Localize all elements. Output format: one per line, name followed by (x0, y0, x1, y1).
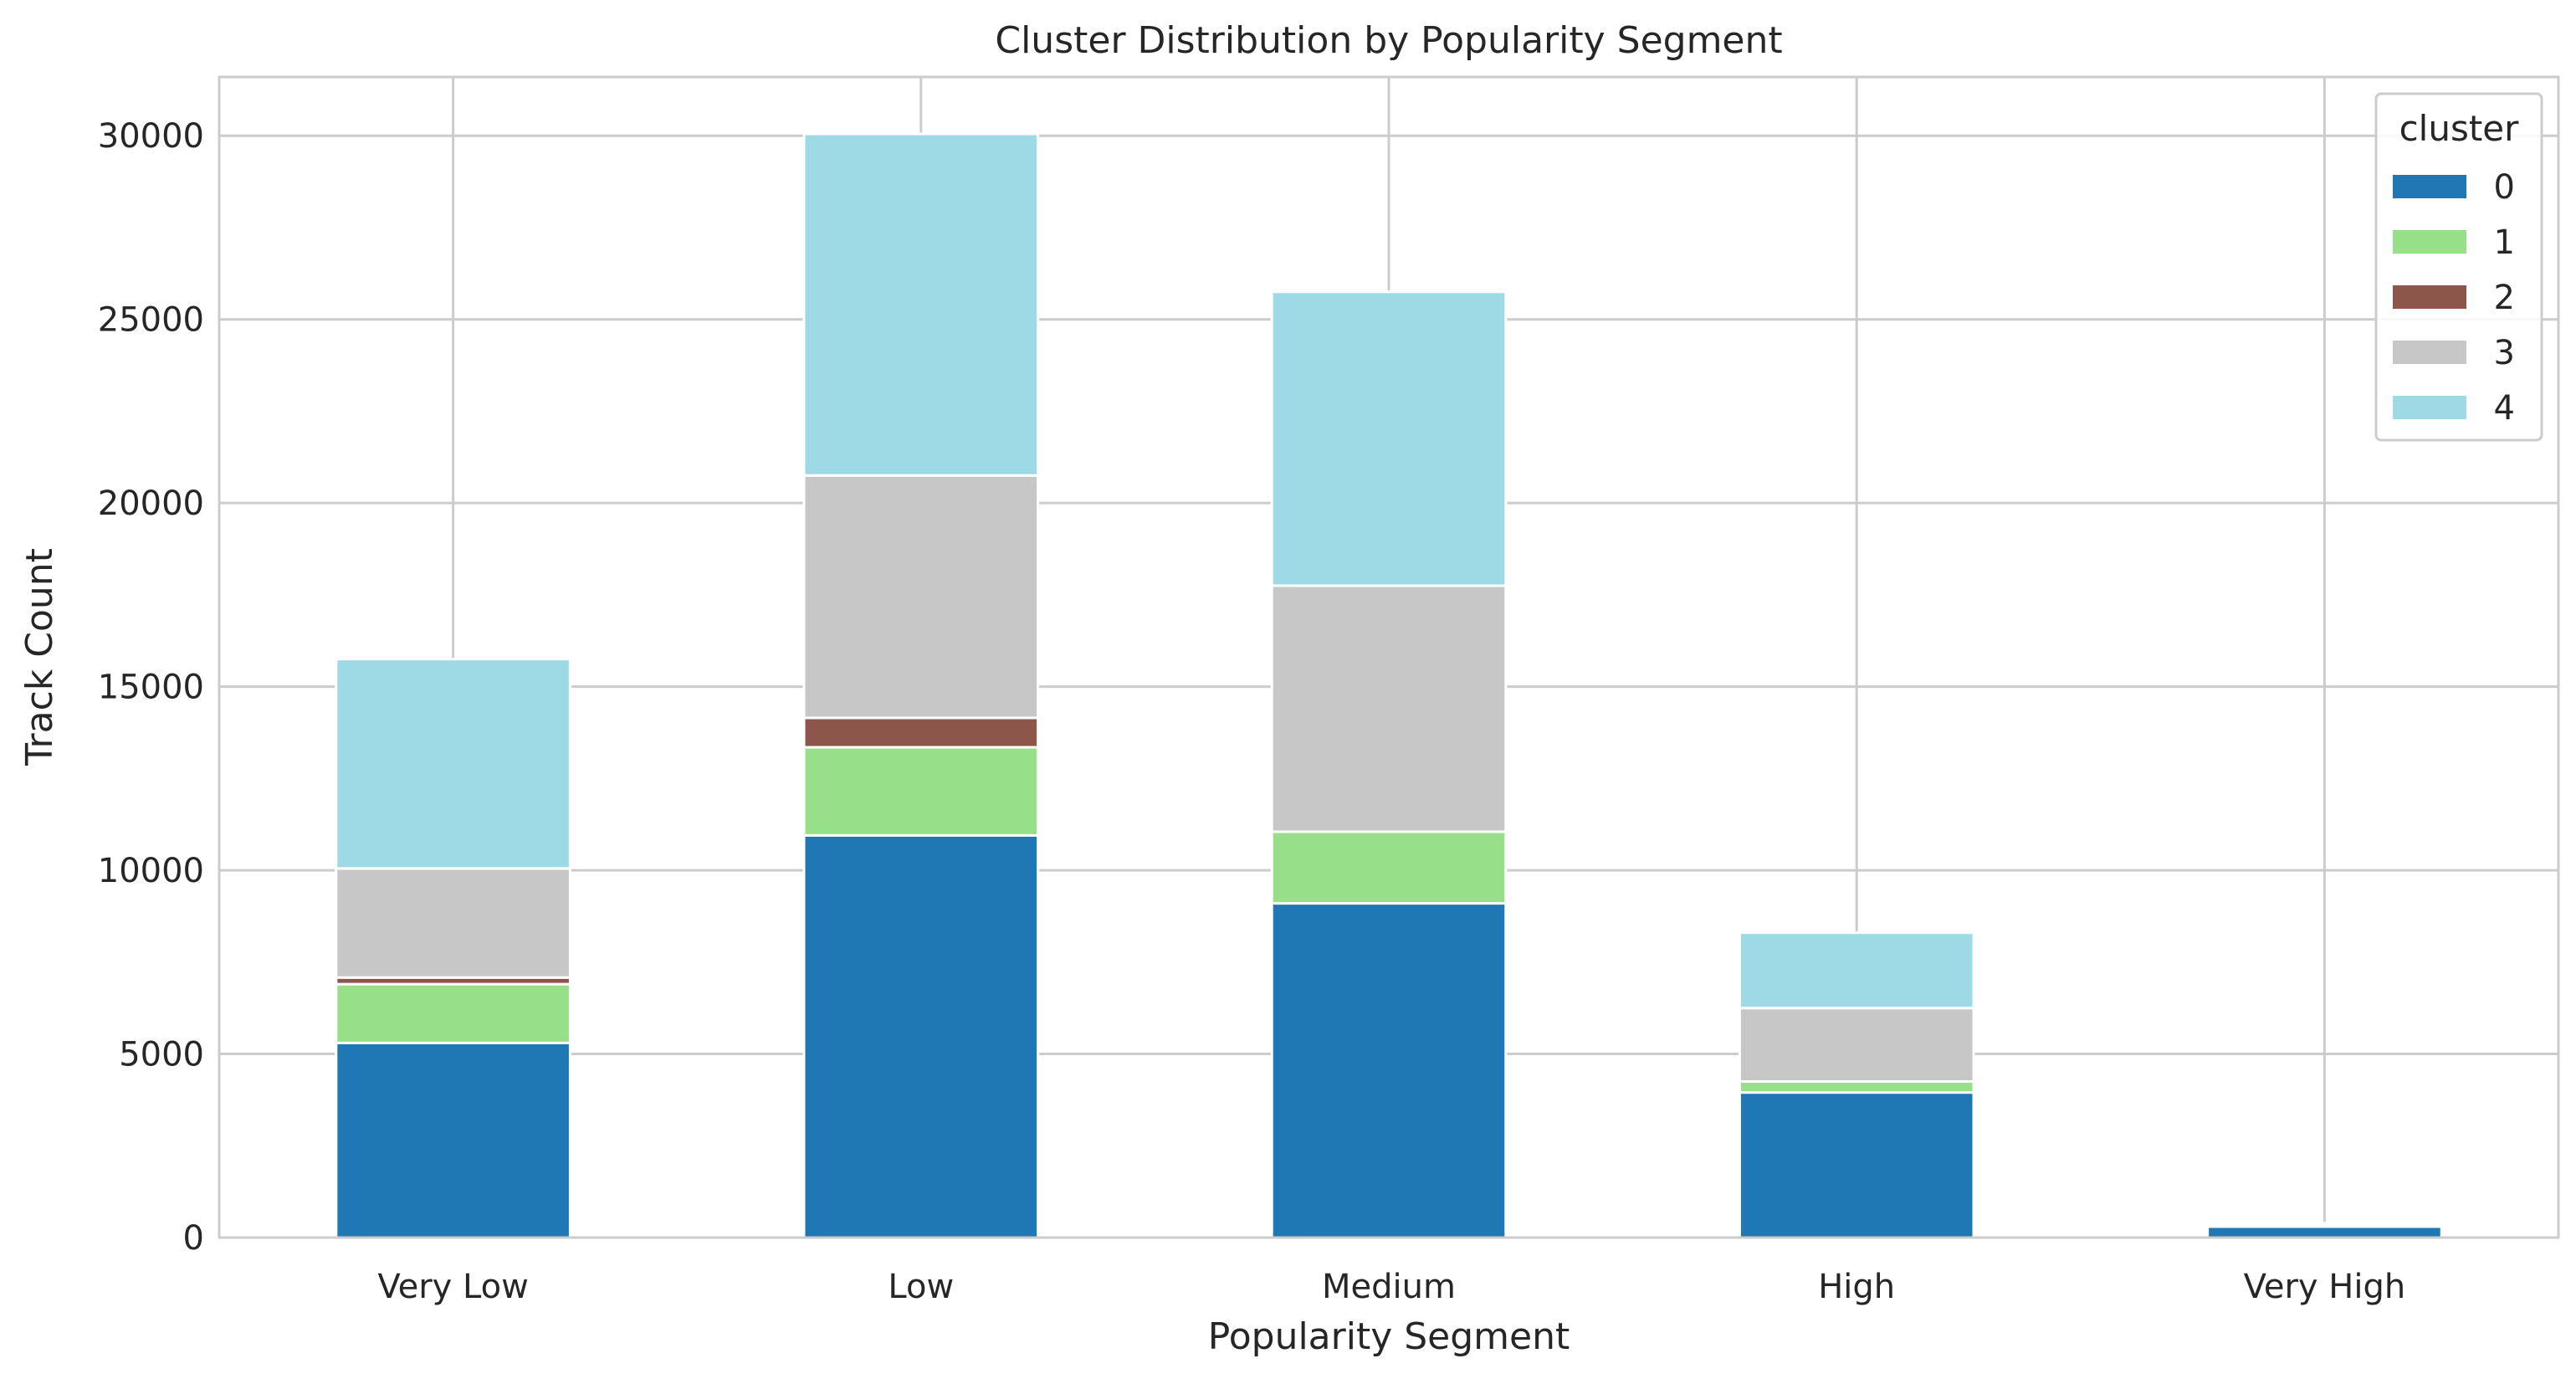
y-tick-label: 25000 (98, 301, 204, 340)
legend-swatch (2393, 175, 2466, 198)
legend-entry-label: 1 (2494, 223, 2515, 262)
chart-title: Cluster Distribution by Popularity Segme… (995, 19, 1782, 62)
y-tick-label: 30000 (98, 117, 204, 156)
legend-entry-label: 4 (2494, 389, 2515, 428)
legend-entry-label: 2 (2494, 279, 2515, 317)
bar-segment (335, 658, 571, 870)
y-tick-label: 15000 (98, 669, 204, 707)
bars (335, 132, 2443, 1239)
bar-segment (1738, 1079, 1975, 1094)
legend-entry-label: 3 (2494, 334, 2515, 372)
y-tick-label: 5000 (119, 1036, 204, 1074)
bar-segment (335, 982, 571, 1044)
bar-segment (1738, 931, 1975, 1010)
x-axis-ticks: Very Low Low Medium High Very High (377, 1268, 2405, 1306)
bar-segment (2206, 1225, 2443, 1239)
bar-segment (2206, 1221, 2443, 1227)
legend-swatch (2393, 396, 2466, 419)
bar-segment (1270, 902, 1508, 1239)
x-tick-label: Very Low (377, 1268, 528, 1306)
x-tick-label: High (1818, 1268, 1895, 1306)
bar-segment (1270, 290, 1508, 587)
x-tick-label: Low (888, 1268, 954, 1306)
legend-swatch (2393, 285, 2466, 309)
legend-swatch (2393, 230, 2466, 254)
y-tick-label: 0 (183, 1219, 204, 1258)
y-axis-ticks: 0 5000 10000 15000 20000 25000 30000 (98, 117, 204, 1258)
bar-segment (335, 867, 571, 979)
y-tick-label: 20000 (98, 484, 204, 523)
legend-title: cluster (2399, 108, 2520, 149)
y-tick-label: 10000 (98, 852, 204, 890)
y-axis-label: Track Count (18, 548, 61, 766)
bar-segment (802, 746, 1040, 837)
bar-segment (1270, 830, 1508, 905)
bar-segment (1738, 1007, 1975, 1083)
bar-segment (335, 1041, 571, 1239)
bar-segment (802, 833, 1040, 1239)
plot-frame (218, 75, 2560, 1239)
x-tick-label: Medium (1322, 1268, 1456, 1306)
bar-segment (1738, 1091, 1975, 1239)
legend: cluster 0 1 2 3 4 (2374, 92, 2543, 442)
bar-segment (1270, 584, 1508, 833)
x-axis-label: Popularity Segment (1208, 1315, 1570, 1358)
bar-segment (802, 716, 1040, 749)
legend-entry-label: 0 (2494, 168, 2515, 207)
legend-swatch (2393, 341, 2466, 364)
x-tick-label: Very High (2244, 1268, 2406, 1306)
bar-segment (802, 132, 1040, 477)
bar-segment (802, 474, 1040, 720)
